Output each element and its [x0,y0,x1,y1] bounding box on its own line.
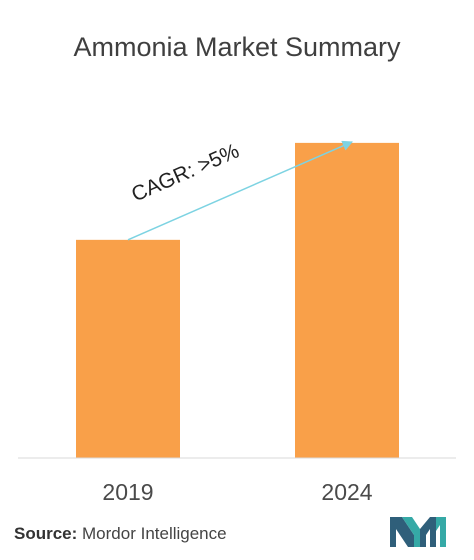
bar-2019 [76,240,180,458]
source-credit: Source: Mordor Intelligence [14,524,227,544]
x-tick-label-2024: 2024 [321,479,372,505]
source-label: Source: [14,524,77,543]
bar-2024 [295,143,399,458]
source-name: Mordor Intelligence [77,524,226,543]
mordor-intelligence-logo-icon [390,511,446,547]
x-tick-label-2019: 2019 [102,479,153,505]
